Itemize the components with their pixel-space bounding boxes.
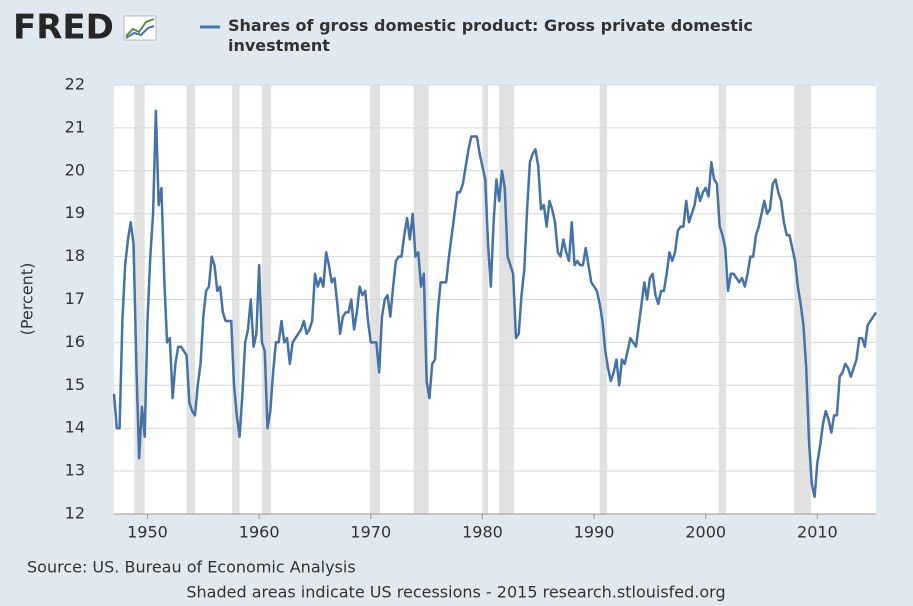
x-tick-label: 1950 (127, 523, 168, 542)
y-tick-label: 21 (65, 117, 85, 136)
y-tick-label: 20 (65, 160, 85, 179)
x-tick-label: 2010 (797, 523, 838, 542)
y-axis-label: (Percent) (18, 263, 37, 336)
series-line (112, 109, 878, 499)
y-tick-label: 16 (65, 332, 85, 351)
y-tick-label: 13 (65, 461, 85, 480)
legend-label: Shares of gross domestic product: Gross … (228, 16, 753, 55)
y-tick-label: 14 (65, 418, 85, 437)
logo: FRED (13, 8, 114, 48)
y-tick-label: 15 (65, 375, 85, 394)
x-tick-label: 2000 (685, 523, 726, 542)
y-tick-label: 18 (65, 246, 85, 265)
logo-icon (123, 15, 157, 41)
x-tick-label: 1990 (574, 523, 615, 542)
y-tick-label: 19 (65, 203, 85, 222)
source: Source: US. Bureau of Economic Analysis (27, 558, 356, 577)
x-tick-label: 1970 (350, 523, 391, 542)
note: Shaded areas indicate US recessions - 20… (186, 583, 725, 602)
y-tick-label: 17 (65, 289, 85, 308)
x-tick-label: 1980 (462, 523, 503, 542)
y-tick-label: 22 (65, 75, 85, 94)
x-tick-label: 1960 (239, 523, 280, 542)
y-tick-label: 12 (65, 504, 85, 523)
